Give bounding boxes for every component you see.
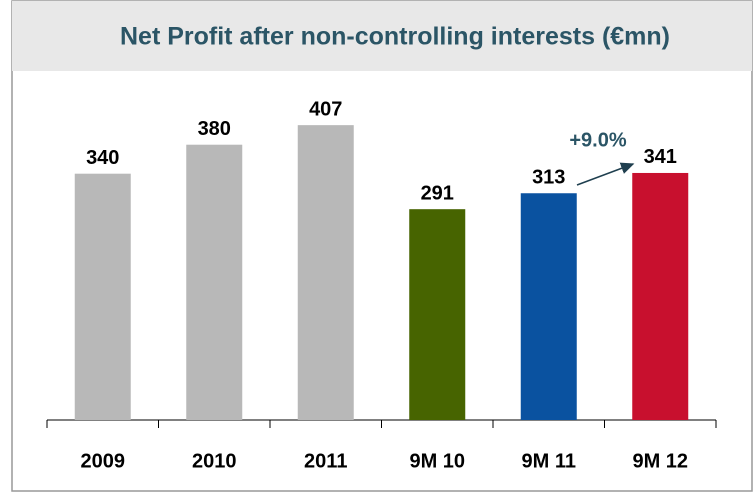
value-label: 313	[532, 167, 565, 189]
annotation: +9.0%	[569, 129, 626, 151]
value-label: 380	[198, 118, 231, 140]
value-label: 407	[309, 98, 342, 120]
bar	[632, 172, 689, 420]
bar	[74, 173, 131, 420]
x-tick-label: 9M 11	[522, 450, 576, 472]
value-label: 340	[86, 147, 119, 169]
x-tick-label: 9M 12	[632, 450, 688, 472]
x-tick-label: 2009	[81, 450, 126, 472]
bar	[520, 193, 577, 420]
bar	[297, 125, 354, 420]
frame	[11, 0, 753, 492]
chart-title: Net Profit after non-controlling interes…	[120, 23, 670, 51]
value-label: 291	[421, 182, 454, 204]
growth-arrow	[576, 162, 635, 186]
bar	[186, 144, 243, 420]
x-tick-label: 2011	[304, 450, 347, 472]
x-tick-label: 9M 10	[409, 450, 465, 472]
title-band	[12, 1, 752, 71]
value-label: 341	[644, 146, 677, 168]
x-tick-label: 2010	[192, 450, 237, 472]
bar	[409, 209, 466, 420]
